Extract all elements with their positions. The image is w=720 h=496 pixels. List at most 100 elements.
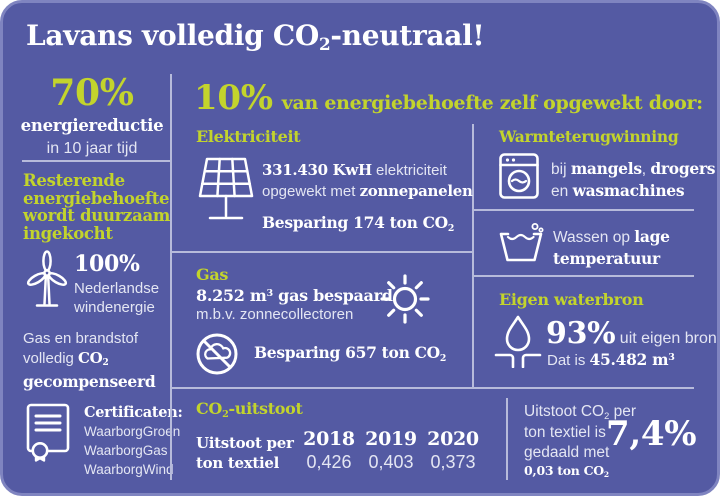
divider <box>472 124 474 388</box>
water-source-icon <box>494 314 542 368</box>
gas-amount: 8.252 m <box>196 286 267 305</box>
washing-text: Wassen op lage temperatuur <box>553 227 670 269</box>
compensated-line1: Gas en brandstof <box>23 330 139 347</box>
certificates-block: Certificaten: WaarborgGroen WaarborgGas … <box>84 404 183 479</box>
main-heading-rest: van energiebehoefte zelf opgewekt door: <box>281 92 703 114</box>
note-line1-sub: 2 <box>604 410 610 421</box>
heat-mangels: mangels <box>570 159 642 178</box>
divider <box>170 74 172 480</box>
emissions-row-label-line1: Uitstoot per <box>196 434 294 452</box>
water-volume: 45.482 m <box>589 350 669 369</box>
washing-lage: lage <box>634 227 670 246</box>
compensated-co-sub: 2 <box>102 358 109 369</box>
compensated-line2-pre: volledig <box>23 349 79 367</box>
electricity-saving-sub: 2 <box>447 222 455 234</box>
electricity-panels: zonnepanelen <box>359 182 473 200</box>
page-title: Lavans volledig CO2-neutraal! <box>26 19 485 56</box>
reduction-note-small: 0,03 ton CO2 <box>524 463 609 479</box>
emissions-year: 2020 <box>427 428 479 450</box>
gas-saving-text: Besparing 657 ton CO <box>254 343 440 362</box>
electricity-saving: Besparing 174 ton CO2 <box>262 213 473 234</box>
gas-amount-post: gas bespaard <box>272 286 393 305</box>
gas-line2: m.b.v. zonnecollectoren <box>196 306 354 323</box>
wind-line1: Nederlandse <box>74 280 160 297</box>
heat-line1-pre: bij <box>551 161 571 178</box>
heat-wasmachines: wasmachines <box>572 180 685 200</box>
heat-line2-pre: en <box>551 182 573 200</box>
water-volume-sup: 3 <box>668 352 675 364</box>
certificate-icon <box>25 402 71 462</box>
gas-saving: Besparing 657 ton CO2 <box>254 343 447 364</box>
certificates-heading: Certificaten: <box>84 404 183 421</box>
reduction-headline: energiereductie <box>20 116 164 135</box>
solar-panel-icon <box>194 156 258 226</box>
divider <box>474 209 694 211</box>
washing-line1: Wassen op lage <box>553 227 670 249</box>
note-line1-pre: Uitstoot CO <box>524 403 605 420</box>
heat-recovery-heading: Warmteterugwinning <box>499 127 679 146</box>
title-text-end: -neutraal! <box>330 19 485 52</box>
electricity-line1: 331.430 KwH elektriciteit <box>262 160 473 181</box>
reduction-caption: in 10 jaar tijd <box>46 140 138 157</box>
compensated-line2: volledig CO2 <box>23 349 155 372</box>
divider <box>474 275 694 277</box>
water-line2-pre: Dat is <box>547 352 590 369</box>
note-line1-post: per <box>609 403 636 420</box>
water-percent-rest: uit eigen bron <box>615 330 717 347</box>
heat-recovery-text: bij mangels, drogers en wasmachines <box>551 159 716 203</box>
wind-turbine-icon <box>25 249 69 313</box>
emissions-row-label-line2: ton textiel <box>196 454 280 472</box>
divider <box>22 160 170 162</box>
washing-line1-pre: Wassen op <box>553 229 635 246</box>
certificate-item: WaarborgGroen <box>84 424 181 439</box>
emissions-value: 0,373 <box>430 452 476 472</box>
emissions-value: 0,426 <box>306 452 352 472</box>
certificate-item: WaarborgWind <box>84 462 174 477</box>
note-small-pre: 0,03 ton CO <box>524 463 604 478</box>
electricity-text: 331.430 KwH elektriciteit opgewekt met z… <box>262 160 473 234</box>
washing-line2: temperatuur <box>553 248 660 268</box>
water-percent-line: 93% uit eigen bron <box>546 316 717 351</box>
heat-drogers: drogers <box>650 159 716 178</box>
emissions-year: 2018 <box>303 428 355 450</box>
main-heading: 10% van energiebehoefte zelf opgewekt doo… <box>194 78 703 118</box>
heat-line2: en wasmachines <box>551 181 715 203</box>
water-heading: Eigen waterbron <box>499 290 644 309</box>
gas-saving-sub: 2 <box>439 352 447 364</box>
electricity-kwh: 331.430 KwH <box>262 161 372 179</box>
washing-machine-icon <box>498 152 540 200</box>
no-gas-icon <box>194 331 240 377</box>
water-percent: 93% <box>546 316 616 351</box>
emissions-year: 2019 <box>365 428 417 450</box>
sourcing-heading: Resterende energiebehoefte wordt duurzaa… <box>23 171 171 243</box>
emissions-years-row: 2018 2019 2020 <box>298 428 484 450</box>
emissions-heading-pre: CO <box>196 399 223 418</box>
electricity-heading: Elektriciteit <box>196 127 301 146</box>
emissions-value: 0,403 <box>368 452 414 472</box>
wind-line2: windenergie <box>74 299 155 316</box>
energy-reduction-block: 70% energiereductie in 10 jaar tijd <box>16 74 168 159</box>
compensated-line3: gecompenseerd <box>23 371 156 391</box>
note-line1: Uitstoot CO2 per <box>524 402 636 423</box>
sun-icon <box>372 268 438 330</box>
heat-line1: bij mangels, drogers <box>551 159 716 181</box>
divider <box>172 251 472 253</box>
heat-line1-sep: , <box>641 161 651 178</box>
reduction-note-text: Uitstoot CO2 per ton textiel is gedaald … <box>524 402 636 463</box>
divider <box>172 387 694 389</box>
main-heading-percent: 10% <box>194 78 273 118</box>
water-line2: Dat is 45.482 m3 <box>547 350 675 369</box>
emissions-row-label: Uitstoot per ton textiel <box>196 433 294 473</box>
electricity-line2-pre: opgewekt met <box>262 183 360 200</box>
emissions-heading-sub: 2 <box>222 408 229 420</box>
wind-percent: 100% <box>74 251 140 277</box>
gas-line1: 8.252 m3 gas bespaard <box>196 286 393 305</box>
electricity-saving-text: Besparing 174 ton CO <box>262 213 448 232</box>
emissions-heading-post: -uitstoot <box>228 399 303 418</box>
wash-tub-icon <box>497 222 545 266</box>
divider <box>506 398 508 480</box>
gas-amount-sup: 3 <box>266 288 274 300</box>
note-line3: gedaald met <box>524 444 610 461</box>
